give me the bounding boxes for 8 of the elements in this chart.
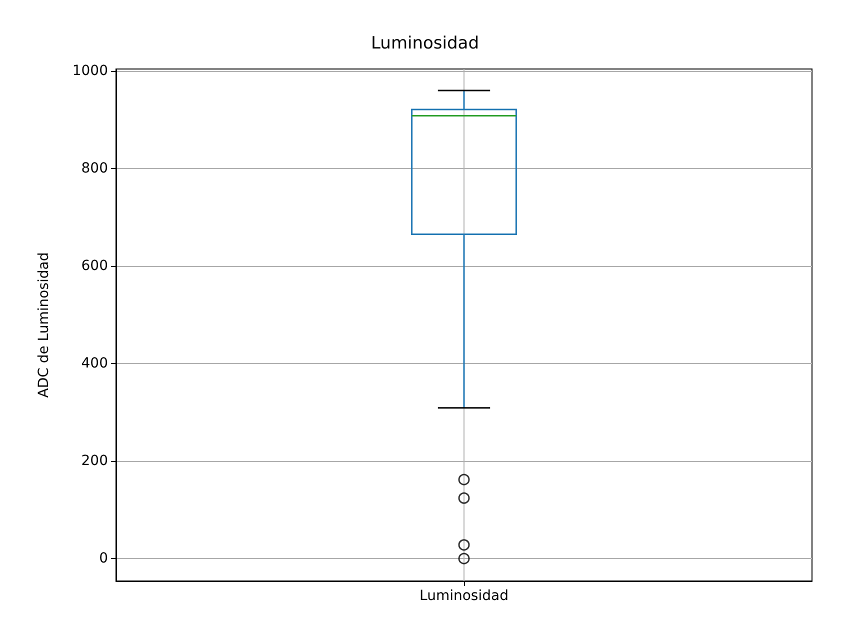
y-tick-label: 800 (81, 160, 108, 176)
y-tick-label: 200 (81, 453, 108, 470)
chart-title: Luminosidad (371, 34, 479, 54)
y-tick-label: 400 (81, 356, 108, 372)
y-axis-title: ADC de Luminosidad (36, 252, 52, 398)
y-tick-label: 0 (99, 550, 108, 567)
y-tick-label: 600 (81, 258, 108, 274)
y-tick-label: 1000 (72, 62, 108, 79)
